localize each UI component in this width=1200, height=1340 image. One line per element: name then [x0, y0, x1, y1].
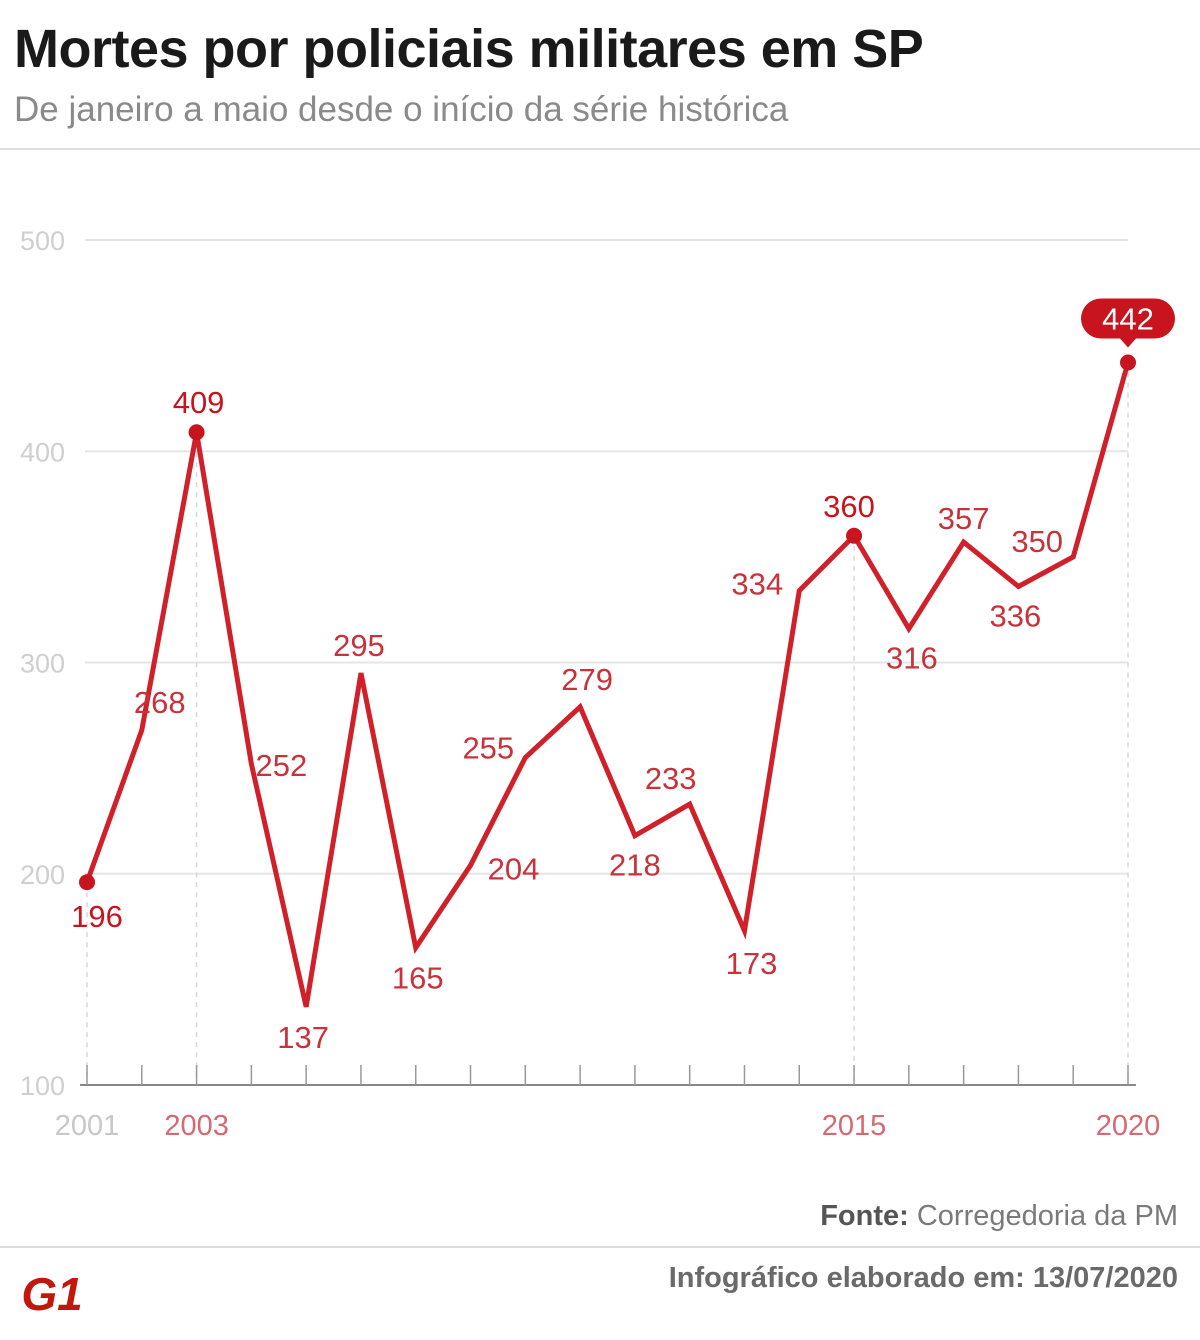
x-tick-label-2020: 2020	[1096, 1110, 1161, 1142]
data-label-2010: 279	[561, 662, 613, 697]
data-point-2015	[846, 527, 863, 544]
data-label-2008: 204	[488, 851, 540, 886]
page-subtitle: De janeiro a maio desde o início da séri…	[14, 90, 789, 129]
data-label-2002: 268	[134, 685, 186, 720]
page-title: Mortes por policiais militares em SP	[14, 19, 924, 79]
y-tick-label-300: 300	[20, 649, 65, 679]
header-divider	[0, 148, 1200, 150]
source-label: Fonte:	[820, 1200, 909, 1232]
data-point-2001	[79, 874, 95, 891]
y-tick-label-200: 200	[20, 860, 65, 890]
source-value: Corregedoria da PM	[916, 1200, 1178, 1232]
data-label-2015: 360	[823, 489, 875, 524]
data-label-2007: 165	[392, 961, 444, 996]
data-label-2019: 350	[1011, 524, 1063, 559]
series-line	[84, 360, 1131, 1008]
g1-logo-icon: G1	[14, 1268, 90, 1318]
data-label-2011: 218	[609, 848, 661, 883]
logo-text: G1	[21, 1268, 82, 1318]
y-tick-label-400: 400	[20, 437, 65, 467]
data-label-2001: 196	[71, 899, 123, 934]
data-point-2003	[188, 424, 205, 441]
data-point-2020	[1120, 354, 1136, 371]
data-label-2005: 137	[277, 1020, 329, 1055]
callout-badge-2020	[1081, 298, 1175, 339]
data-label-2009: 255	[462, 731, 514, 766]
infographic-credit: Infográfico elaborado em: 13/07/2020	[668, 1262, 1178, 1294]
x-tick-label-2003: 2003	[164, 1110, 229, 1142]
data-label-2004: 252	[256, 748, 308, 783]
source-note: Fonte: Corregedoria da PM	[820, 1200, 1178, 1233]
footer-divider	[0, 1246, 1200, 1248]
data-label-2017: 357	[938, 501, 990, 536]
callout-pointer-2020	[1120, 338, 1136, 348]
data-label-2012: 233	[645, 761, 697, 796]
data-label-2018: 336	[990, 598, 1042, 633]
data-label-2003: 409	[173, 385, 225, 420]
data-label-2014: 334	[731, 567, 783, 602]
x-tick-label-2001: 2001	[55, 1110, 120, 1142]
data-label-2016: 316	[886, 641, 938, 676]
x-tick-label-2015: 2015	[822, 1110, 887, 1142]
data-label-2006: 295	[333, 628, 385, 663]
y-tick-label-100: 100	[20, 1071, 65, 1101]
data-label-2013: 173	[726, 946, 778, 981]
line-chart: 100 200 300 400 500 2001 2003 2015 2020 196 268 409…	[20, 226, 1175, 1142]
y-tick-label-500: 500	[20, 226, 65, 256]
data-label-2020: 442	[1102, 302, 1154, 337]
